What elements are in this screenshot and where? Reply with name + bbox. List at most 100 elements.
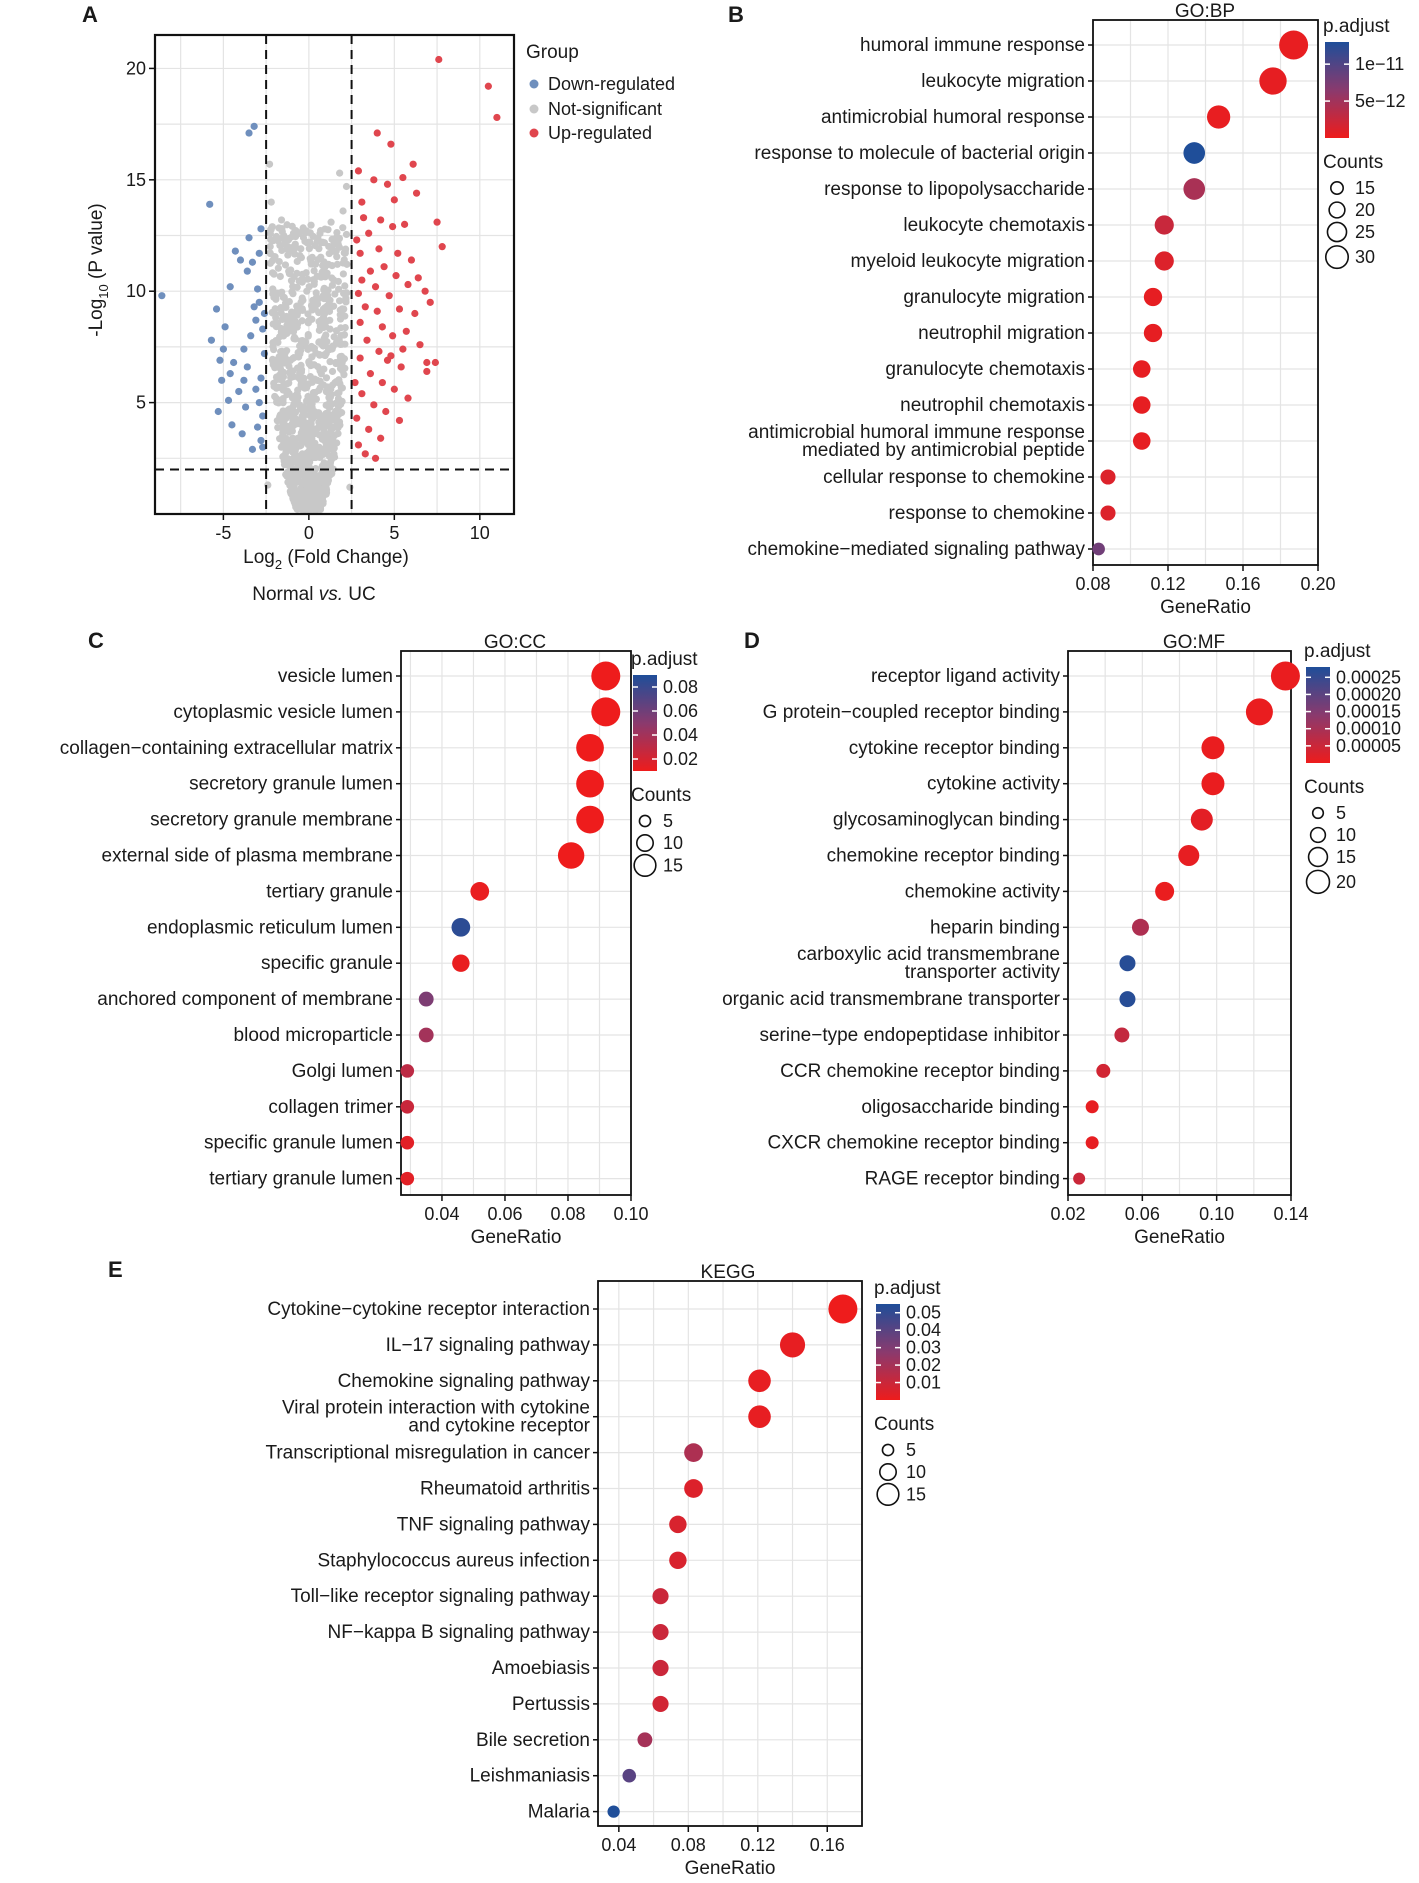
dotplot-d-dot bbox=[1201, 736, 1225, 760]
volcano-point-not-significant bbox=[293, 302, 301, 310]
dotplot-c-term-label: Golgi lumen bbox=[292, 1061, 393, 1082]
volcano-point-not-significant bbox=[277, 304, 285, 312]
volcano-point-not-significant bbox=[309, 389, 318, 397]
dotplot-b-x-tick-label: 0.16 bbox=[1225, 574, 1260, 594]
volcano-point-down bbox=[238, 430, 246, 438]
volcano-point-not-significant bbox=[343, 260, 351, 268]
volcano-point-not-significant bbox=[296, 420, 304, 428]
dotplot-b-colorbar-label: 5e−12 bbox=[1355, 91, 1406, 111]
volcano-point-not-significant bbox=[335, 297, 344, 305]
volcano-point-not-significant bbox=[291, 408, 300, 417]
volcano-point-not-significant bbox=[312, 289, 320, 297]
volcano-y-axis-title: -Log10 (P value) bbox=[86, 203, 111, 336]
dotplot-e-term-label: and cytokine receptor bbox=[408, 1416, 590, 1437]
dotplot-b-term-label: leukocyte chemotaxis bbox=[903, 215, 1085, 236]
volcano-point-not-significant bbox=[288, 394, 297, 402]
volcano-point-not-significant bbox=[298, 317, 306, 325]
volcano-point-down bbox=[218, 376, 226, 384]
dotplot-e-term-label: Toll−like receptor signaling pathway bbox=[291, 1586, 591, 1607]
volcano-point-not-significant bbox=[307, 361, 315, 370]
volcano-point-not-significant bbox=[295, 277, 303, 285]
dotplot-b-x-axis-title: GeneRatio bbox=[1160, 597, 1251, 618]
volcano-point-not-significant bbox=[322, 439, 330, 447]
dotplot-e-dot bbox=[748, 1369, 771, 1393]
dotplot-e-size-key-label: 5 bbox=[906, 1440, 916, 1460]
volcano-point-not-significant bbox=[340, 371, 348, 379]
dotplot-c-term-label: external side of plasma membrane bbox=[102, 846, 393, 867]
dotplot-c-dot bbox=[400, 1064, 415, 1078]
dotplot-b-dot bbox=[1100, 469, 1116, 485]
dotplot-c-term-label: vesicle lumen bbox=[278, 666, 393, 687]
legend-swatch-not-significant bbox=[529, 104, 539, 114]
volcano-point-not-significant bbox=[331, 290, 339, 298]
dotplot-b-x-tick-label: 0.08 bbox=[1075, 574, 1110, 594]
dotplot-b-term-label: neutrophil migration bbox=[918, 323, 1085, 344]
volcano-point-up bbox=[377, 434, 385, 442]
volcano-point-not-significant bbox=[333, 228, 341, 237]
volcano-point-not-significant bbox=[321, 338, 329, 346]
dotplot-d-size-key bbox=[1311, 806, 1325, 820]
volcano-point-not-significant bbox=[298, 227, 307, 235]
volcano-point-down bbox=[257, 225, 265, 233]
dotplot-d-term-label: serine−type endopeptidase inhibitor bbox=[759, 1025, 1060, 1046]
volcano-point-down bbox=[257, 436, 265, 445]
volcano-point-up bbox=[383, 180, 392, 188]
volcano-point-down bbox=[250, 303, 258, 311]
dotplot-c-term-label: specific granule bbox=[261, 953, 393, 974]
dotplot-c-dot bbox=[451, 917, 471, 937]
volcano-point-down bbox=[252, 385, 260, 393]
dotplot-e-dot bbox=[652, 1624, 669, 1641]
dotplot-b-title: GO:BP bbox=[1175, 1, 1235, 22]
volcano-point-not-significant bbox=[271, 364, 279, 372]
dotplot-e-colorbar-label: 0.05 bbox=[906, 1303, 941, 1323]
dotplot-d-dot bbox=[1114, 1027, 1130, 1043]
volcano-point-not-significant bbox=[320, 264, 329, 272]
volcano-point-not-significant bbox=[317, 370, 325, 378]
volcano-point-down bbox=[255, 298, 263, 306]
volcano-point-not-significant bbox=[322, 374, 331, 382]
dotplot-d-colorbar-label: 0.00010 bbox=[1336, 719, 1401, 739]
dotplot-go-mf: GO:MF receptor ligand activity G protein−c… bbox=[722, 632, 1401, 1248]
dotplot-b-size-key-label: 15 bbox=[1355, 178, 1375, 198]
dotplot-b-term-label: neutrophil chemotaxis bbox=[900, 395, 1085, 416]
dotplot-b-dot bbox=[1092, 542, 1105, 556]
volcano-point-not-significant bbox=[338, 340, 346, 348]
volcano-point-not-significant bbox=[282, 441, 290, 449]
dotplot-c-term-label: cytoplasmic vesicle lumen bbox=[173, 702, 393, 723]
volcano-point-not-significant bbox=[336, 169, 344, 177]
volcano-point-not-significant bbox=[320, 459, 328, 467]
dotplot-d-x-tick-label: 0.10 bbox=[1199, 1204, 1234, 1224]
panel-label-b: B bbox=[728, 2, 744, 27]
dotplot-e-dot bbox=[652, 1695, 669, 1712]
volcano-point-not-significant bbox=[314, 363, 322, 371]
dotplot-e-dot bbox=[684, 1443, 703, 1462]
volcano-point-not-significant bbox=[342, 245, 350, 253]
dotplot-d-term-label: heparin binding bbox=[930, 917, 1060, 938]
volcano-point-not-significant bbox=[299, 233, 308, 242]
volcano-point-not-significant bbox=[281, 261, 290, 269]
volcano-point-down bbox=[243, 267, 251, 275]
dotplot-d-colorbar-label: 0.00020 bbox=[1336, 684, 1401, 704]
volcano-point-not-significant bbox=[285, 362, 293, 370]
volcano-point-not-significant bbox=[287, 277, 296, 285]
volcano-point-up bbox=[402, 327, 410, 335]
dotplot-b-dot bbox=[1100, 505, 1116, 521]
dotplot-e-dot bbox=[622, 1768, 637, 1783]
dotplot-c-term-label: endoplasmic reticulum lumen bbox=[147, 917, 393, 938]
volcano-point-up bbox=[366, 267, 374, 275]
volcano-point-up bbox=[371, 454, 380, 462]
volcano-plot: -5 0 5 10 5 10 15 20 Log2 (Fold Change) Normal… bbox=[86, 33, 675, 605]
volcano-point-not-significant bbox=[333, 253, 341, 261]
volcano-point-not-significant bbox=[339, 270, 347, 278]
volcano-point-not-significant bbox=[272, 373, 281, 381]
volcano-point-not-significant bbox=[289, 229, 298, 237]
volcano-point-not-significant bbox=[339, 224, 347, 232]
volcano-point-up bbox=[387, 352, 395, 360]
volcano-point-not-significant bbox=[272, 337, 280, 345]
dotplot-e-term-label: Chemokine signaling pathway bbox=[338, 1371, 591, 1392]
volcano-point-up bbox=[385, 292, 393, 300]
volcano-point-not-significant bbox=[282, 315, 290, 324]
volcano-point-not-significant bbox=[272, 234, 280, 242]
dotplot-d-size-key bbox=[1309, 826, 1327, 844]
volcano-point-not-significant bbox=[312, 260, 320, 268]
